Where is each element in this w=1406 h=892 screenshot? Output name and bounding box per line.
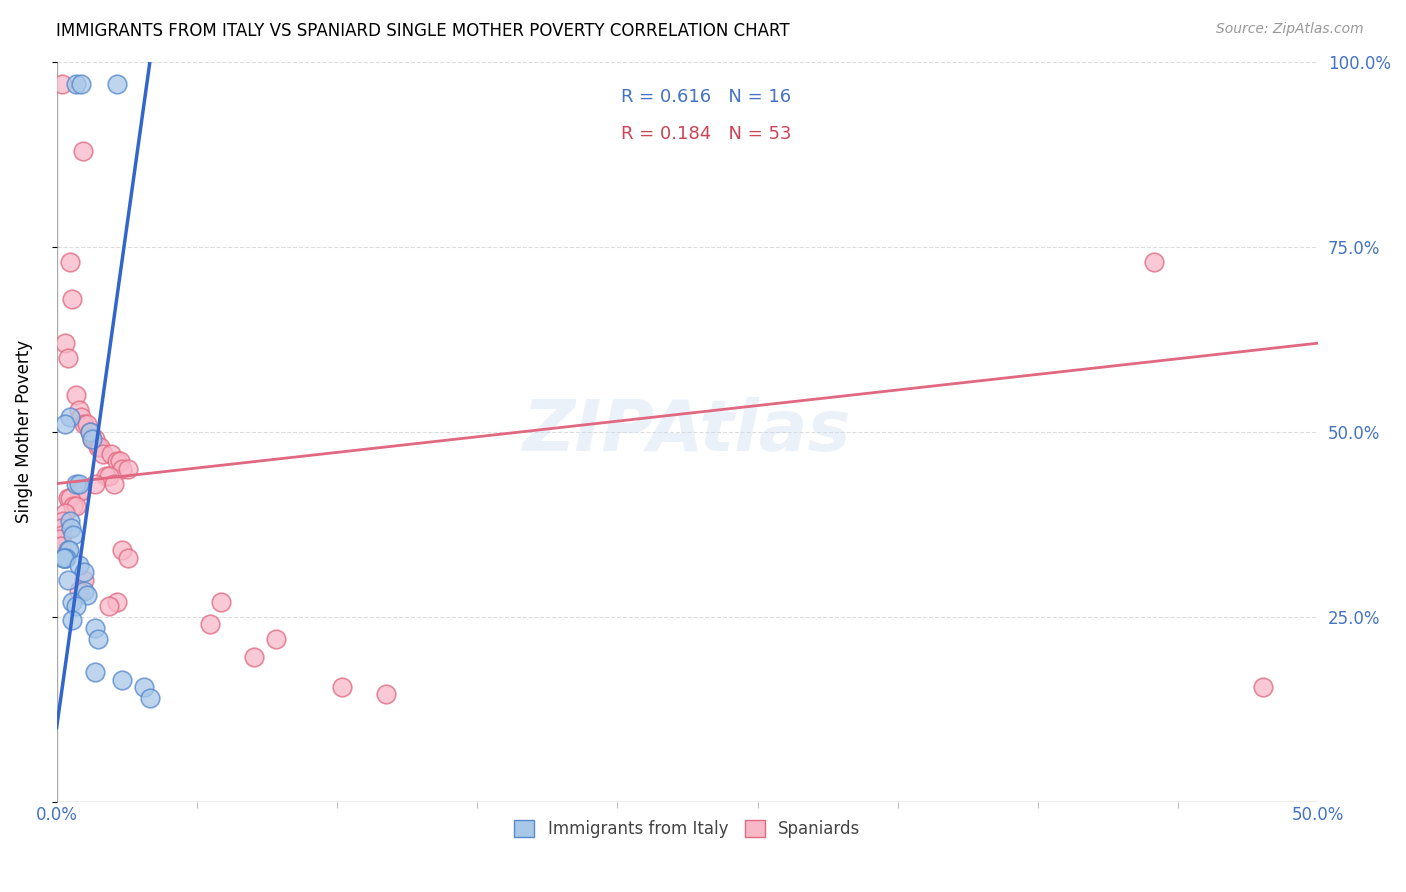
Point: [80, 432, 103, 446]
Point: [84, 476, 107, 491]
Point: [67, 483, 90, 498]
Point: [111, 462, 134, 476]
Point: [49, 521, 72, 535]
Point: [67, 558, 90, 572]
Legend: Immigrants from Italy, Spaniards: Immigrants from Italy, Spaniards: [508, 814, 868, 845]
Point: [264, 632, 287, 646]
Point: [51, 528, 73, 542]
Point: [52, 550, 75, 565]
Point: [60, 614, 83, 628]
Point: [59, 410, 82, 425]
Point: [65, 78, 87, 92]
Point: [84, 621, 107, 635]
Point: [100, 447, 122, 461]
Point: [58, 543, 80, 558]
Point: [52, 514, 75, 528]
Point: [76, 417, 98, 432]
Point: [1253, 680, 1275, 694]
Point: [117, 550, 139, 565]
Point: [105, 454, 128, 468]
Y-axis label: Single Mother Poverty: Single Mother Poverty: [15, 340, 32, 524]
Point: [56, 543, 79, 558]
Point: [374, 687, 396, 701]
Point: [49, 532, 72, 546]
Point: [60, 292, 83, 306]
Point: [59, 521, 82, 535]
Point: [111, 673, 134, 687]
Point: [56, 573, 79, 587]
Point: [65, 499, 87, 513]
Point: [55, 550, 77, 565]
Point: [330, 680, 353, 694]
Point: [110, 454, 132, 468]
Point: [49, 540, 72, 554]
Point: [200, 617, 222, 632]
Point: [84, 432, 107, 446]
Point: [209, 595, 232, 609]
Point: [56, 351, 79, 365]
Point: [69, 78, 91, 92]
Point: [76, 588, 98, 602]
Point: [59, 254, 82, 268]
Point: [62, 499, 84, 513]
Point: [55, 336, 77, 351]
Point: [65, 388, 87, 402]
Point: [98, 469, 121, 483]
Text: R = 0.616   N = 16: R = 0.616 N = 16: [620, 88, 790, 106]
Point: [59, 514, 82, 528]
Point: [84, 665, 107, 680]
Point: [79, 425, 101, 439]
Point: [80, 432, 103, 446]
Point: [134, 680, 156, 694]
Point: [69, 410, 91, 425]
Point: [73, 573, 96, 587]
Text: ZIPAtlas: ZIPAtlas: [523, 397, 852, 467]
Point: [55, 506, 77, 520]
Point: [139, 691, 162, 706]
Point: [51, 78, 73, 92]
Text: Source: ZipAtlas.com: Source: ZipAtlas.com: [1216, 22, 1364, 37]
Point: [79, 425, 101, 439]
Point: [69, 483, 91, 498]
Point: [67, 583, 90, 598]
Point: [117, 462, 139, 476]
Point: [56, 491, 79, 506]
Point: [91, 447, 114, 461]
Point: [98, 599, 121, 613]
Point: [105, 78, 128, 92]
Point: [73, 566, 96, 580]
Point: [53, 550, 76, 565]
Point: [59, 491, 82, 506]
Point: [94, 469, 117, 483]
Point: [87, 440, 110, 454]
Point: [105, 595, 128, 609]
Point: [67, 402, 90, 417]
Point: [1143, 254, 1166, 268]
Point: [55, 417, 77, 432]
Point: [87, 632, 110, 646]
Point: [65, 599, 87, 613]
Point: [73, 583, 96, 598]
Point: [111, 543, 134, 558]
Point: [72, 144, 94, 158]
Point: [243, 650, 266, 665]
Point: [73, 417, 96, 432]
Point: [55, 550, 77, 565]
Point: [103, 476, 125, 491]
Point: [89, 440, 111, 454]
Point: [60, 595, 83, 609]
Point: [67, 476, 90, 491]
Point: [62, 528, 84, 542]
Text: R = 0.184   N = 53: R = 0.184 N = 53: [620, 125, 792, 143]
Text: IMMIGRANTS FROM ITALY VS SPANIARD SINGLE MOTHER POVERTY CORRELATION CHART: IMMIGRANTS FROM ITALY VS SPANIARD SINGLE…: [56, 22, 790, 40]
Point: [65, 476, 87, 491]
